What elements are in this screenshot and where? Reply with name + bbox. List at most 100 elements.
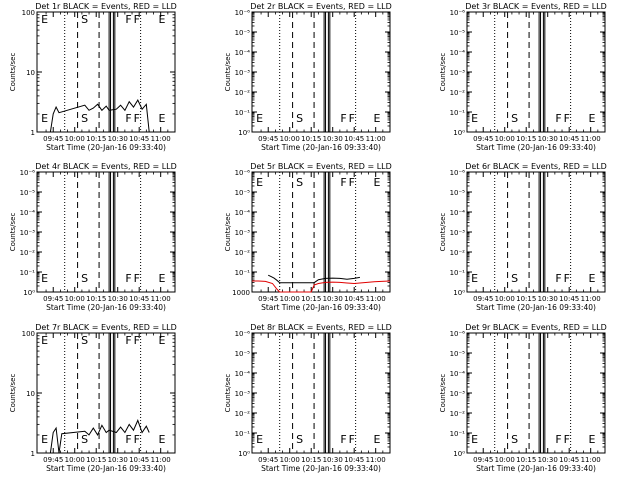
flare-letter: F — [555, 433, 561, 446]
panel-title: Det 3r BLACK = Events, RED = LLD — [465, 2, 607, 11]
y-tick-label: 10⁻³ — [450, 229, 466, 237]
x-tick-label: 10:15 — [86, 456, 106, 464]
x-axis-title: Start Time (20-Jan-16 09:33:40) — [261, 143, 381, 152]
x-tick-label: 11:00 — [366, 295, 386, 303]
x-tick-label: 11:00 — [581, 135, 601, 143]
flare-letter: S — [81, 272, 88, 285]
flare-letter: E — [256, 176, 263, 189]
y-axis-title: Counts/sec — [439, 213, 447, 252]
y-tick-label: 10⁻⁴ — [235, 49, 251, 57]
panel-title: Det 1r BLACK = Events, RED = LLD — [35, 2, 177, 11]
panel-det-1: Det 1r BLACK = Events, RED = LLD 1 10 100 Co… — [9, 2, 177, 152]
flare-letter: E — [41, 334, 48, 347]
y-tick-label: 10⁻¹ — [450, 109, 466, 117]
y-tick-label: 10⁻⁵ — [450, 350, 466, 358]
panel-title: Det 6r BLACK = Events, RED = LLD — [465, 162, 607, 171]
flare-letter: E — [588, 112, 595, 125]
x-tick-label: 10:00 — [495, 135, 515, 143]
x-axis-title: Start Time (20-Jan-16 09:33:40) — [476, 303, 596, 312]
x-tick-label: 10:15 — [86, 135, 106, 143]
y-tick-label: 10⁻² — [235, 89, 251, 97]
flare-letter: F — [349, 176, 355, 189]
x-tick-label: 09:45 — [43, 456, 63, 464]
flare-letter: E — [588, 433, 595, 446]
flare-letter: F — [134, 112, 140, 125]
flare-letter: F — [340, 433, 346, 446]
y-axis-title: Counts/sec — [439, 53, 447, 92]
panel-title: Det 2r BLACK = Events, RED = LLD — [250, 2, 392, 11]
panel-det-7: Det 7r BLACK = Events, RED = LLD 1 10 100 Co… — [9, 323, 177, 473]
x-tick-label: 11:00 — [581, 456, 601, 464]
panel-title: Det 4r BLACK = Events, RED = LLD — [35, 162, 177, 171]
y-tick-label: 10⁻³ — [235, 69, 251, 77]
y-tick-label: 1 — [31, 450, 35, 458]
y-axis-title: Counts/sec — [224, 213, 232, 252]
x-tick-label: 10:00 — [495, 295, 515, 303]
y-tick-label: 10⁻¹ — [20, 269, 36, 277]
flare-letter: E — [373, 433, 380, 446]
x-tick-label: 09:45 — [473, 135, 493, 143]
x-tick-label: 10:45 — [559, 456, 579, 464]
x-tick-label: 10:30 — [323, 295, 343, 303]
x-tick-label: 10:15 — [516, 295, 536, 303]
x-tick-label: 09:45 — [258, 295, 278, 303]
y-tick-label: 10⁻² — [450, 89, 466, 97]
flare-letter: E — [41, 112, 48, 125]
flare-letter: F — [555, 112, 561, 125]
x-tick-label: 10:00 — [495, 456, 515, 464]
flare-letter: E — [588, 272, 595, 285]
flare-letter: E — [471, 112, 478, 125]
x-axis-title: Start Time (20-Jan-16 09:33:40) — [476, 464, 596, 473]
series-line-black — [49, 99, 150, 133]
x-tick-label: 11:00 — [366, 135, 386, 143]
y-axis-title: Counts/sec — [9, 53, 17, 92]
panel-title: Det 7r BLACK = Events, RED = LLD — [35, 323, 177, 332]
x-tick-label: 10:15 — [301, 456, 321, 464]
panel-det-9: Det 9r BLACK = Events, RED = LLD 10⁰ 10⁻¹ 1… — [439, 323, 607, 473]
flare-letter: F — [555, 272, 561, 285]
y-tick-label: 10⁻⁶ — [450, 330, 466, 338]
y-tick-label: 10⁻⁴ — [20, 209, 36, 217]
y-tick-label: 10⁻² — [450, 410, 466, 418]
y-tick-label: 10 — [26, 69, 35, 77]
x-tick-label: 10:00 — [65, 295, 85, 303]
x-tick-label: 10:45 — [129, 135, 149, 143]
x-axis-title: Start Time (20-Jan-16 09:33:40) — [261, 464, 381, 473]
x-tick-label: 10:00 — [280, 456, 300, 464]
x-tick-label: 10:30 — [108, 135, 128, 143]
y-tick-label: 1000 — [232, 289, 250, 297]
y-tick-label: 10⁻⁴ — [450, 49, 466, 57]
x-axis-title: Start Time (20-Jan-16 09:33:40) — [476, 143, 596, 152]
x-tick-label: 10:45 — [344, 135, 364, 143]
x-axis-title: Start Time (20-Jan-16 09:33:40) — [261, 303, 381, 312]
flare-letter: E — [158, 13, 165, 26]
y-tick-label: 10⁻² — [20, 249, 36, 257]
y-tick-label: 10⁻² — [235, 249, 251, 257]
plot-frame — [466, 332, 606, 454]
y-tick-label: 10⁻³ — [20, 229, 36, 237]
y-tick-label: 10⁻⁶ — [235, 330, 251, 338]
flare-letter: E — [158, 334, 165, 347]
series-line-black — [267, 274, 360, 284]
flare-letter: F — [340, 112, 346, 125]
y-tick-label: 10⁻⁴ — [450, 209, 466, 217]
x-tick-label: 11:00 — [151, 295, 171, 303]
plot-frame — [36, 171, 176, 293]
flare-letter: F — [134, 13, 140, 26]
y-tick-label: 10⁻⁶ — [450, 169, 466, 177]
y-tick-label: 10⁻² — [235, 410, 251, 418]
flare-letter: E — [373, 112, 380, 125]
y-tick-label: 10⁻³ — [235, 229, 251, 237]
x-tick-label: 10:30 — [323, 456, 343, 464]
x-tick-label: 09:45 — [43, 135, 63, 143]
x-tick-label: 10:45 — [559, 295, 579, 303]
flare-letter: S — [296, 176, 303, 189]
x-tick-label: 09:45 — [43, 295, 63, 303]
x-tick-label: 10:15 — [516, 456, 536, 464]
x-tick-label: 10:45 — [344, 456, 364, 464]
x-tick-label: 09:45 — [258, 456, 278, 464]
flare-letter: F — [564, 433, 570, 446]
y-tick-label: 10⁻³ — [450, 69, 466, 77]
y-tick-label: 10⁻⁵ — [235, 350, 251, 358]
